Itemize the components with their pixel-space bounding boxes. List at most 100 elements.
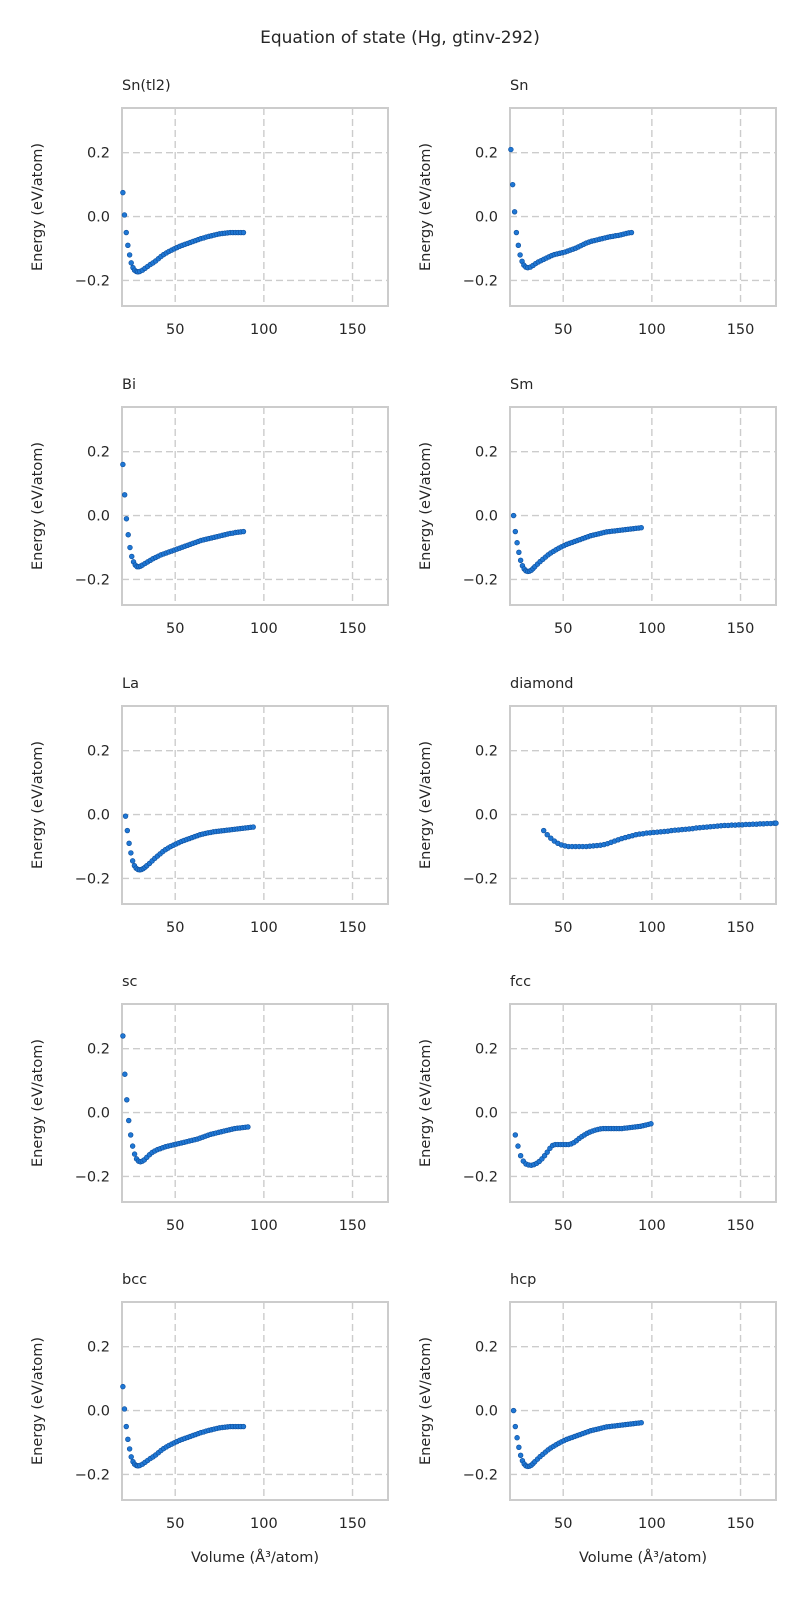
axes-frame: [509, 1301, 777, 1501]
x-tick-label: 100: [638, 322, 666, 338]
y-tick-label: 0.2: [475, 1340, 498, 1356]
x-tick-label: 150: [339, 920, 367, 936]
y-tick-label: 0.2: [87, 1042, 110, 1058]
x-tick-label: 100: [250, 621, 278, 637]
x-tick-label: 150: [339, 322, 367, 338]
y-tick-label: −0.2: [463, 1467, 498, 1483]
data-point: [120, 1383, 126, 1390]
data-point: [240, 1423, 247, 1430]
y-tick-label: 0.0: [87, 210, 110, 226]
data-point: [126, 1117, 132, 1124]
data-point: [513, 229, 520, 236]
subplot: sc 50 100 150 −0.2 0.0 0.2 Energy (eV/atom): [30, 974, 389, 1234]
y-axis-label: Energy (eV/atom): [418, 1337, 434, 1465]
y-axis-label: Energy (eV/atom): [30, 741, 46, 869]
subplot: La 50 100 150 −0.2 0.0 0.2 Energy (eV/atom): [30, 676, 389, 936]
y-tick-label: 0.0: [475, 210, 498, 226]
axes-frame: [121, 1003, 389, 1203]
data-point: [123, 1423, 129, 1430]
y-tick-label: −0.2: [75, 273, 110, 289]
x-tick-label: 100: [638, 621, 666, 637]
subplot-title: Sn: [510, 78, 528, 94]
x-tick-label: 150: [727, 322, 755, 338]
data-point: [123, 516, 130, 522]
y-tick-label: −0.2: [463, 871, 498, 887]
x-tick-label: 50: [166, 1516, 184, 1532]
y-tick-label: −0.2: [463, 273, 498, 289]
data-point: [540, 827, 547, 834]
data-point: [512, 1132, 519, 1138]
data-point: [128, 850, 134, 856]
x-tick-label: 100: [638, 1516, 666, 1532]
subplot: Bi 50 100 150 −0.2 0.0 0.2 Energy (eV/atom): [30, 377, 389, 637]
y-tick-label: 0.2: [87, 1340, 110, 1356]
data-point: [541, 1152, 548, 1159]
axes-frame: [509, 406, 777, 606]
data-point: [245, 1124, 251, 1130]
data-point: [511, 209, 518, 215]
data-point: [120, 1033, 126, 1039]
data-point: [125, 532, 131, 538]
x-tick-label: 50: [166, 1218, 184, 1234]
axes-frame: [509, 1003, 777, 1203]
data-point: [548, 835, 554, 841]
y-axis-label: Energy (eV/atom): [30, 1337, 46, 1465]
subplot: fcc 50 100 150 −0.2 0.0 0.2 Energy (eV/atom): [418, 974, 777, 1234]
y-tick-label: 0.2: [475, 146, 498, 162]
data-point: [240, 229, 247, 236]
y-tick-label: 0.0: [87, 808, 110, 824]
data-point: [127, 544, 133, 551]
subplot-title: sc: [122, 974, 138, 990]
x-tick-label: 50: [554, 322, 572, 338]
x-tick-label: 150: [727, 1516, 755, 1532]
subplot-title: hcp: [510, 1272, 536, 1288]
x-axis-label: Volume (Å³/atom): [191, 1549, 319, 1566]
data-point: [121, 212, 128, 218]
x-tick-label: 100: [638, 1218, 666, 1234]
subplot-title: Sn(tl2): [122, 78, 171, 94]
x-tick-label: 150: [339, 621, 367, 637]
data-point: [129, 553, 135, 560]
data-point: [510, 1407, 517, 1414]
x-tick-label: 50: [166, 322, 184, 338]
subplot-title: La: [122, 676, 139, 692]
data-point: [773, 820, 779, 826]
subplot-title: Sm: [510, 377, 533, 393]
x-axis-label: Volume (Å³/atom): [579, 1549, 707, 1566]
data-point: [544, 1149, 550, 1155]
y-axis-label: Energy (eV/atom): [418, 143, 434, 271]
figure-title: Equation of state (Hg, gtinv-292): [260, 28, 540, 48]
data-point: [638, 1420, 644, 1426]
x-tick-label: 150: [339, 1218, 367, 1234]
subplot-title: bcc: [122, 1272, 147, 1288]
data-point: [129, 858, 136, 864]
x-tick-label: 100: [638, 920, 666, 936]
data-point: [648, 1121, 654, 1127]
y-tick-label: 0.0: [87, 509, 110, 525]
subplot: diamond 50 100 150 −0.2 0.0 0.2 Energy (eV/atom…: [418, 676, 779, 936]
data-point: [517, 1152, 524, 1159]
data-point: [516, 549, 522, 556]
subplot-title: Bi: [122, 377, 136, 393]
x-tick-label: 100: [250, 1516, 278, 1532]
y-tick-label: 0.2: [475, 744, 498, 760]
y-tick-label: 0.0: [475, 808, 498, 824]
y-axis-label: Energy (eV/atom): [30, 143, 46, 271]
data-point: [120, 461, 126, 468]
subplot: Sm 50 100 150 −0.2 0.0 0.2 Energy (eV/atom): [418, 377, 777, 637]
x-tick-label: 150: [727, 1218, 755, 1234]
data-point: [516, 1444, 522, 1451]
data-point: [120, 189, 126, 196]
x-tick-label: 50: [554, 1516, 572, 1532]
data-point: [515, 1143, 521, 1149]
data-point: [128, 260, 134, 266]
y-tick-label: 0.0: [475, 1404, 498, 1420]
data-point: [122, 813, 129, 819]
subplot: Sn(tl2) 50 100 150 −0.2 0.0 0.2 Energy (eV/atom…: [30, 78, 389, 338]
data-point: [125, 1436, 131, 1443]
data-point: [125, 242, 131, 249]
y-tick-label: 0.0: [475, 1106, 498, 1122]
data-point: [126, 840, 132, 847]
x-tick-label: 100: [250, 920, 278, 936]
